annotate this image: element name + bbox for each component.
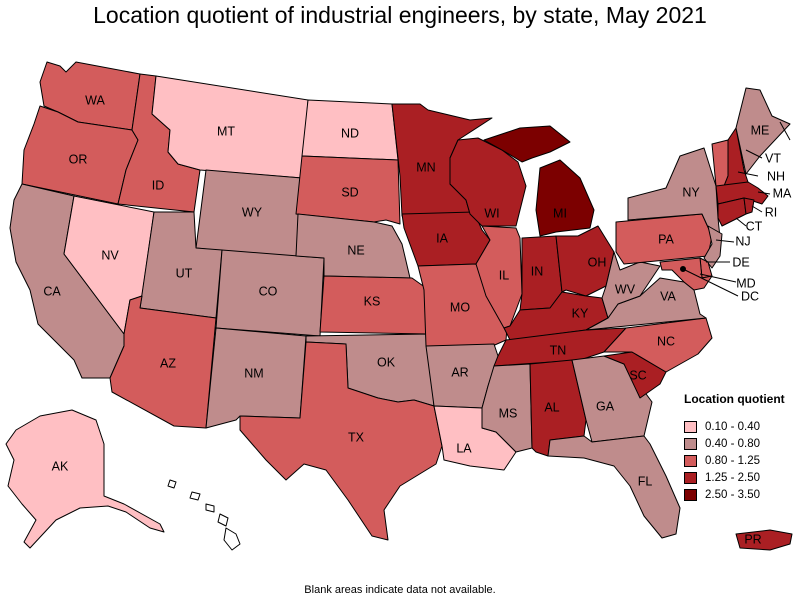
legend-item: 0.40 - 0.80 [684, 435, 796, 452]
state-label-fl: FL [638, 474, 653, 488]
state-label-ky: KY [572, 306, 589, 320]
legend-label: 0.80 - 1.25 [705, 454, 760, 467]
state-label-ne: NE [347, 243, 364, 257]
legend-swatch [684, 454, 697, 467]
state-label-nd: ND [341, 126, 359, 140]
state-label-nm: NM [244, 366, 263, 380]
state-label-ri: RI [765, 205, 778, 219]
state-label-nh: NH [767, 169, 785, 183]
state-label-al: AL [544, 400, 559, 414]
legend-item: 0.10 - 0.40 [684, 418, 796, 435]
state-label-wy: WY [242, 205, 263, 219]
state-label-id: ID [152, 178, 165, 192]
state-label-oh: OH [588, 255, 607, 269]
state-label-ar: AR [451, 365, 468, 379]
state-label-wv: WV [615, 282, 636, 296]
state-label-nc: NC [657, 334, 675, 348]
legend-item: 1.25 - 2.50 [684, 469, 796, 486]
state-label-ct: CT [746, 219, 763, 233]
state-label-wa: WA [85, 93, 105, 107]
state-label-pr: PR [744, 532, 761, 546]
state-label-mo: MO [450, 300, 470, 314]
legend-swatch [684, 471, 697, 484]
state-label-mi: MI [553, 206, 567, 220]
legend-item: 0.80 - 1.25 [684, 452, 796, 469]
legend-item: 2.50 - 3.50 [684, 486, 796, 503]
state-label-dc: DC [741, 289, 759, 303]
legend: Location quotient 0.10 - 0.40 0.40 - 0.80… [684, 392, 796, 503]
state-label-me: ME [751, 123, 770, 137]
state-pr[interactable] [735, 529, 793, 551]
state-ak[interactable] [5, 409, 165, 549]
state-label-ca: CA [43, 284, 61, 298]
state-hi[interactable] [167, 479, 241, 551]
footnote: Blank areas indicate data not available. [304, 584, 496, 596]
state-label-az: AZ [160, 356, 176, 370]
state-label-ok: OK [377, 355, 396, 369]
state-label-ut: UT [176, 266, 193, 280]
state-mi[interactable] [483, 125, 595, 237]
state-label-sc: SC [629, 368, 646, 382]
state-label-ks: KS [364, 294, 381, 308]
state-nj[interactable] [703, 225, 723, 269]
state-label-wi: WI [484, 206, 499, 220]
state-label-in: IN [531, 264, 544, 278]
state-label-il: IL [499, 268, 509, 282]
legend-label: 0.40 - 0.80 [705, 437, 760, 450]
hawaii-islands [167, 479, 241, 551]
state-label-md: MD [736, 276, 755, 290]
state-label-va: VA [660, 289, 676, 303]
state-label-de: DE [732, 255, 749, 269]
state-md[interactable] [659, 257, 713, 291]
state-ct[interactable] [717, 197, 747, 227]
state-label-tx: TX [348, 430, 365, 444]
legend-label: 2.50 - 3.50 [705, 488, 760, 501]
state-nc[interactable] [603, 317, 713, 373]
legend-title: Location quotient [684, 392, 785, 406]
state-vt[interactable] [711, 139, 729, 187]
state-label-nj: NJ [735, 234, 750, 248]
state-wv[interactable] [601, 251, 661, 319]
state-label-nv: NV [101, 248, 119, 262]
state-label-la: LA [456, 441, 472, 455]
state-label-mt: MT [217, 124, 235, 138]
state-fl[interactable] [547, 435, 681, 539]
state-label-ma: MA [773, 186, 792, 200]
state-label-ga: GA [596, 399, 615, 413]
state-label-mn: MN [416, 160, 435, 174]
state-az[interactable] [109, 295, 217, 429]
state-label-or: OR [69, 152, 88, 166]
legend-swatch [684, 420, 697, 433]
state-label-ia: IA [436, 231, 448, 245]
legend-label: 1.25 - 2.50 [705, 471, 760, 484]
state-label-ny: NY [682, 185, 700, 199]
state-label-ms: MS [499, 406, 518, 420]
state-ri[interactable] [743, 197, 755, 215]
state-me[interactable] [735, 87, 791, 175]
state-label-co: CO [259, 284, 278, 298]
label-leader-lines [682, 121, 791, 297]
state-label-ak: AK [52, 459, 69, 473]
state-label-vt: VT [765, 151, 781, 165]
legend-label: 0.10 - 0.40 [705, 420, 760, 433]
state-label-tn: TN [550, 343, 567, 357]
state-tx[interactable] [239, 341, 443, 541]
legend-swatch [684, 488, 697, 501]
state-label-sd: SD [341, 185, 358, 199]
legend-swatch [684, 437, 697, 450]
map-title: Location quotient of industrial engineer… [93, 2, 707, 28]
state-label-pa: PA [658, 232, 674, 246]
